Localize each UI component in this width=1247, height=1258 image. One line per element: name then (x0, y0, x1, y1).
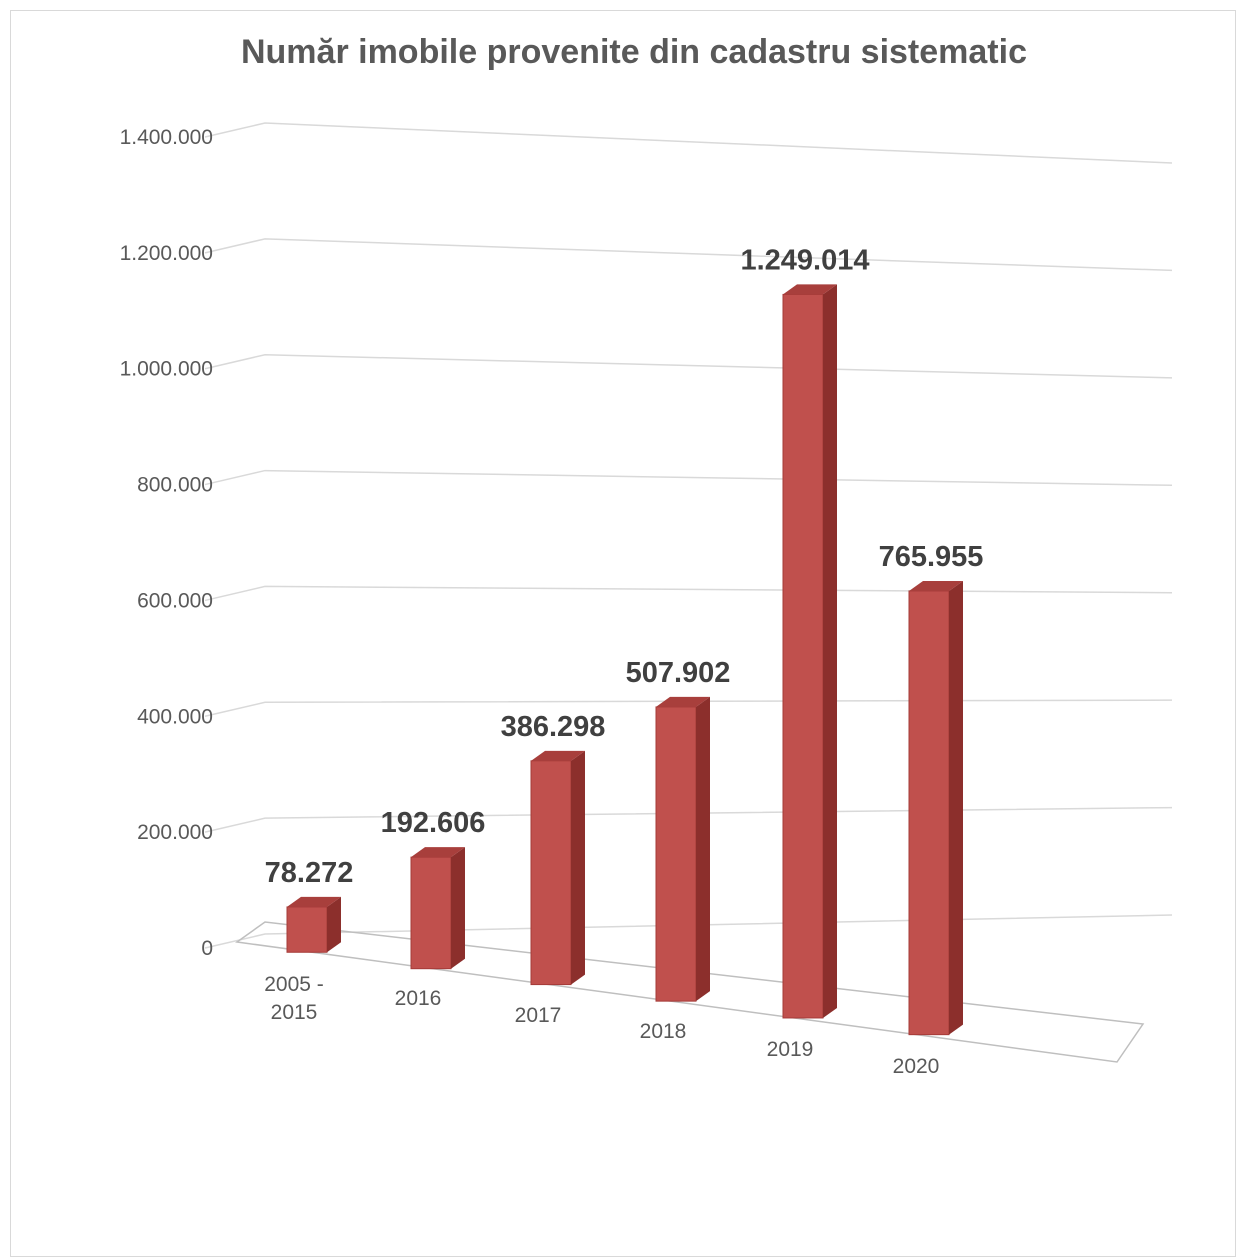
gridline (204, 585, 1173, 602)
bar (908, 590, 950, 1036)
gridline (204, 914, 1173, 949)
chart-floor (235, 921, 1145, 1063)
y-tick-label: 800.000 (137, 474, 213, 497)
bar-side (823, 284, 837, 1018)
category-label: 2019 (767, 1038, 814, 1061)
gridline (204, 469, 1173, 487)
data-labels: 78.272 192.606 386.298 507.902 1.249.014 765.… (265, 244, 984, 888)
bar-side (327, 896, 341, 953)
gridline (204, 699, 1173, 718)
chart-title: Număr imobile provenite din cadastru sis… (241, 33, 1027, 71)
y-axis-ticks: 0 200.000 400.000 600.000 800.000 1.000.000 1.… (120, 126, 213, 960)
bar (530, 760, 572, 986)
category-label: 2015 (271, 1001, 318, 1024)
data-label: 78.272 (265, 857, 354, 889)
gridline (204, 238, 1173, 272)
bar (286, 906, 328, 953)
bar-top (909, 580, 963, 591)
bar (655, 706, 697, 1002)
data-label: 1.249.014 (740, 244, 869, 276)
bar-side (451, 847, 465, 969)
data-label: 765.955 (879, 541, 984, 573)
x-axis-categories: 2005 - 2015 2016 2017 2018 2019 2020 (264, 973, 939, 1078)
bar-top (287, 896, 341, 907)
y-tick-label: 200.000 (137, 821, 213, 844)
bar (782, 293, 824, 1019)
category-label: 2005 - (264, 973, 324, 996)
gridline (204, 122, 1173, 164)
data-label: 192.606 (381, 807, 486, 839)
bar-top (411, 847, 465, 858)
bar-side (949, 580, 963, 1035)
data-label: 507.902 (626, 657, 731, 689)
bar-side (696, 696, 710, 1002)
category-label: 2020 (893, 1055, 940, 1078)
category-label: 2017 (515, 1004, 562, 1027)
gridline (204, 806, 1173, 833)
chart-frame (10, 10, 1236, 1257)
category-label: 2018 (640, 1020, 687, 1043)
bar-top (656, 696, 710, 707)
gridline (204, 353, 1173, 379)
y-tick-label: 600.000 (137, 589, 213, 612)
gridlines (204, 122, 1173, 949)
bar-top (531, 750, 585, 761)
y-tick-label: 1.400.000 (120, 126, 213, 149)
bar-side (571, 750, 585, 985)
category-label: 2016 (395, 987, 442, 1010)
bar-top (783, 284, 837, 295)
y-tick-label: 1.200.000 (120, 242, 213, 265)
y-tick-label: 1.000.000 (120, 358, 213, 381)
data-label: 386.298 (501, 711, 606, 743)
bars (286, 284, 963, 1036)
y-tick-label: 0 (201, 937, 213, 960)
bar (410, 856, 452, 970)
y-tick-label: 400.000 (137, 705, 213, 728)
floor-outline (235, 921, 1145, 1063)
